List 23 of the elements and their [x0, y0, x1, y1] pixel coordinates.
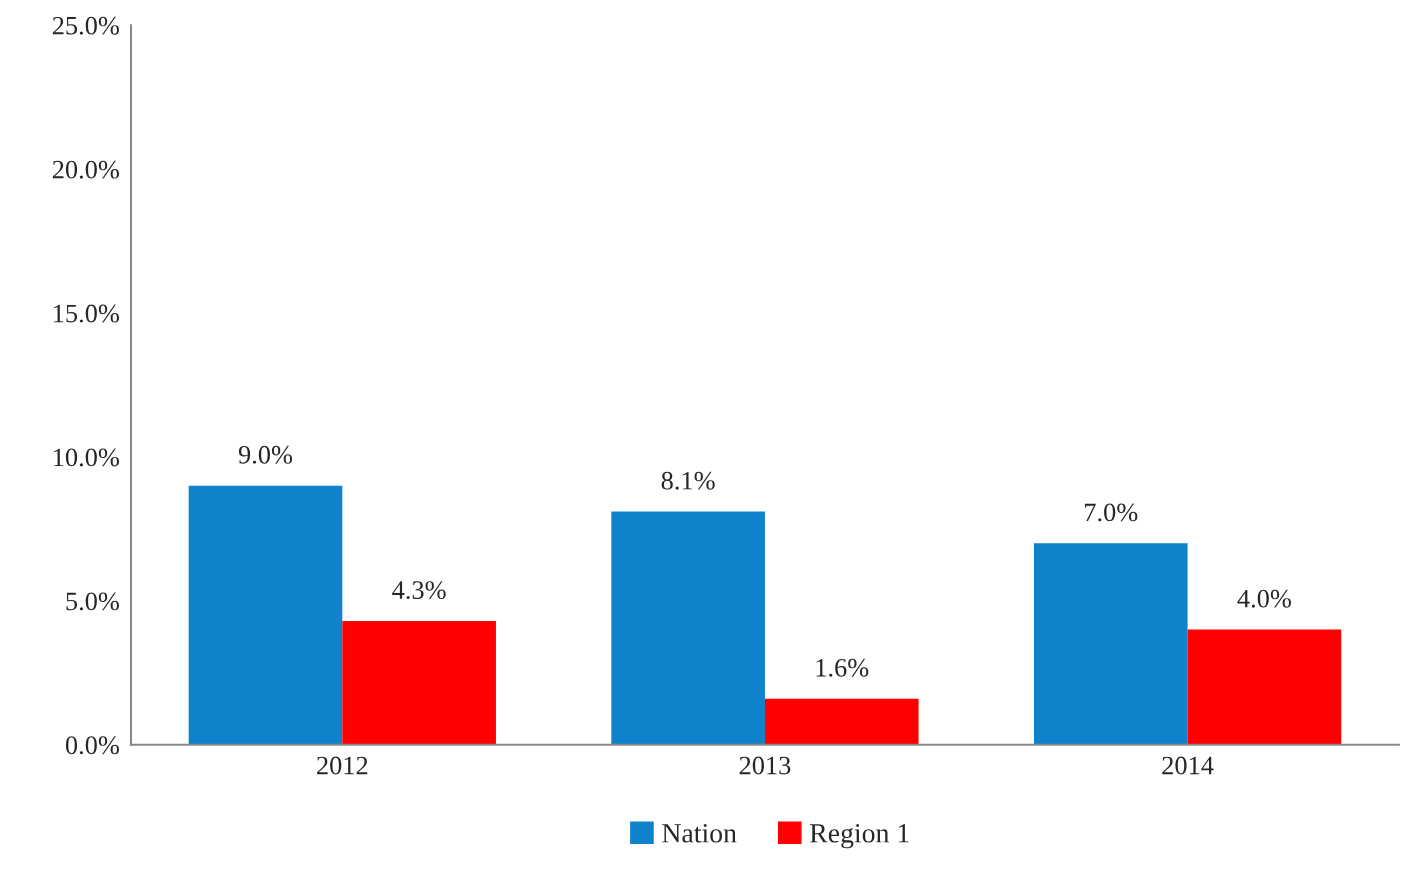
- x-tick-label: 2014: [1162, 756, 1214, 775]
- y-tick-label: 20.0%: [52, 160, 119, 179]
- data-label: 8.1%: [661, 471, 715, 490]
- bar: [342, 620, 496, 745]
- data-label: 1.6%: [816, 658, 869, 677]
- bar: [188, 485, 343, 745]
- y-tick-label: 10.0%: [54, 448, 119, 467]
- bar: [1187, 629, 1342, 745]
- data-label: 9.0%: [238, 445, 293, 464]
- data-label: 7.0%: [1085, 503, 1138, 522]
- legend-label: Region 1: [810, 823, 909, 849]
- y-tick-label: 5.0%: [66, 592, 119, 611]
- y-tick-label: 25.0%: [52, 16, 119, 35]
- y-tick-label: 0.0%: [65, 736, 119, 755]
- data-label: 4.0%: [1237, 589, 1291, 608]
- legend-label: Nation: [662, 823, 737, 843]
- bar: [764, 698, 919, 745]
- bar: [611, 511, 765, 745]
- bar: [1033, 543, 1188, 745]
- data-label: 4.3%: [392, 581, 446, 600]
- x-tick-label: 2013: [739, 756, 791, 775]
- y-tick-label: 15.0%: [54, 304, 119, 323]
- x-tick-label: 2012: [317, 756, 368, 775]
